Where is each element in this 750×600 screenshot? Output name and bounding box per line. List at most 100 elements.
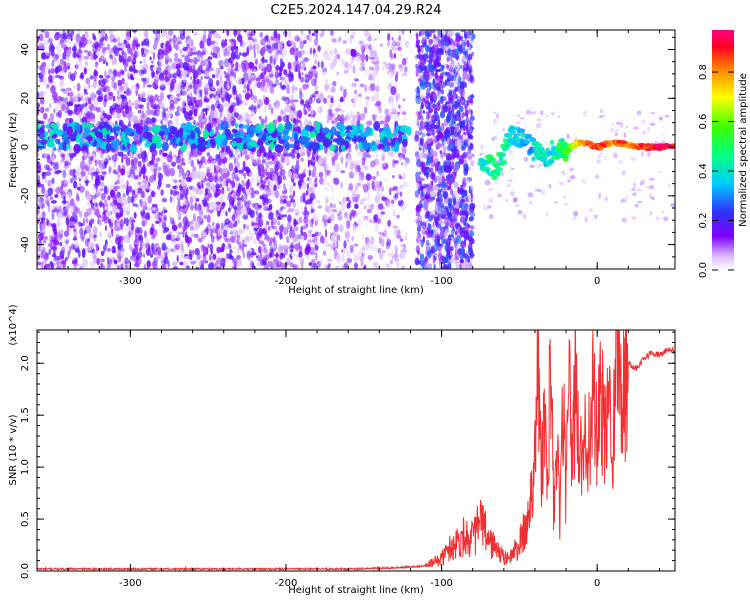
noise-cell: [66, 202, 70, 206]
noise-cell: [177, 199, 180, 204]
noise-cell: [105, 75, 111, 79]
noise-cell: [92, 195, 97, 200]
noise-cell: [319, 259, 323, 266]
noise-cell: [170, 80, 175, 90]
noise-cell: [290, 91, 293, 96]
noise-cell: [47, 203, 50, 212]
noise-cell: [190, 191, 192, 198]
noise-cell: [181, 54, 185, 58]
noise-cell: [323, 164, 327, 173]
noise-cell: [38, 183, 45, 188]
noise-cell: [311, 239, 316, 243]
noise-cell: [136, 43, 139, 50]
noise-cell: [52, 248, 56, 254]
noise-cell: [248, 106, 252, 111]
noise-cell: [391, 175, 395, 179]
noise-cell: [204, 214, 207, 220]
noise-cell: [48, 180, 52, 185]
noise-cell: [303, 103, 306, 108]
noise-cell: [386, 238, 392, 247]
noise-cell: [142, 81, 146, 89]
noise-cell: [282, 199, 288, 204]
noise-cell: [50, 200, 57, 204]
noise-cell: [283, 152, 287, 156]
noise-cell: [207, 56, 213, 60]
noise-cell: [64, 256, 69, 262]
noise-cell: [56, 170, 63, 173]
noise-cell: [108, 157, 112, 161]
noise-cell: [128, 229, 131, 238]
noise-cell: [234, 148, 238, 155]
noise-cell: [275, 180, 279, 185]
noise-cell: [274, 231, 280, 236]
noise-cell: [378, 231, 384, 235]
noise-cell: [174, 121, 179, 129]
noise-cell: [221, 222, 224, 232]
noise-cell: [372, 35, 376, 39]
noise-cell: [441, 122, 445, 132]
noise-cell: [178, 173, 182, 178]
noise-cell: [386, 236, 390, 240]
noise-cell: [141, 77, 147, 82]
noise-cell: [266, 221, 270, 226]
noise-cell: [209, 254, 212, 261]
noise-cell: [256, 217, 260, 226]
noise-cell: [344, 116, 347, 121]
noise-cell: [91, 172, 94, 181]
noise-cell: [254, 58, 259, 65]
noise-cell: [188, 156, 191, 165]
noise-cell: [262, 170, 265, 177]
noise-cell: [54, 154, 57, 159]
noise-cell: [350, 119, 355, 125]
noise-cell: [196, 51, 202, 55]
noise-cell: [438, 252, 442, 262]
noise-cell: [349, 245, 353, 248]
noise-cell: [83, 55, 90, 60]
noise-cell: [187, 101, 193, 106]
noise-cell: [337, 114, 342, 122]
noise-cell: [283, 69, 288, 76]
noise-cell: [48, 248, 51, 256]
noise-cell: [113, 226, 120, 232]
noise-cell: [132, 115, 138, 125]
noise-cell: [261, 193, 266, 198]
noise-cell: [202, 215, 209, 220]
noise-cell: [301, 49, 305, 55]
noise-cell: [128, 243, 132, 250]
noise-cell: [182, 261, 188, 267]
noise-cell: [170, 113, 173, 118]
noise-cell: [366, 208, 372, 214]
noise-cell: [270, 107, 274, 115]
noise-cell: [314, 85, 319, 91]
noise-cell: [215, 126, 219, 133]
noise-cell: [206, 37, 212, 47]
noise-cell: [192, 72, 197, 82]
noise-cell: [128, 66, 134, 72]
noise-cell: [118, 54, 121, 58]
noise-cell: [467, 178, 470, 184]
noise-cell: [143, 220, 148, 225]
noise-cell: [193, 213, 196, 222]
noise-cell: [294, 35, 300, 42]
noise-cell: [232, 89, 238, 96]
noise-cell: [172, 185, 177, 189]
noise-cell: [86, 39, 93, 45]
noise-cell: [305, 189, 309, 196]
noise-cell: [100, 192, 106, 201]
noise-cell: [137, 181, 142, 186]
noise-cell: [336, 53, 341, 60]
noise-cell: [205, 61, 209, 70]
noise-cell: [76, 166, 82, 173]
noise-cell: [125, 217, 129, 227]
noise-cell: [262, 196, 266, 206]
noise-cell: [185, 176, 192, 182]
noise-cell: [309, 47, 313, 55]
noise-cell: [333, 48, 338, 55]
noise-cell: [88, 105, 93, 110]
noise-cell: [83, 67, 87, 75]
noise-cell: [305, 200, 308, 206]
noise-cell: [182, 216, 189, 226]
noise-cell: [105, 95, 110, 100]
noise-cell: [288, 193, 293, 197]
noise-cell: [187, 236, 192, 244]
